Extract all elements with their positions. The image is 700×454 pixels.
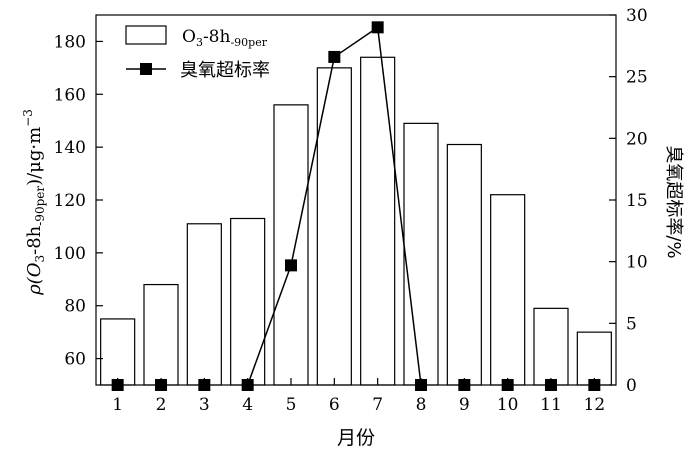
bar — [446, 143, 482, 386]
bar — [273, 104, 309, 386]
line-segment — [376, 27, 422, 386]
right-tick-label: 20 — [626, 129, 648, 149]
x-tick-label: 2 — [156, 395, 167, 415]
x-tick-label: 12 — [584, 395, 606, 415]
left-axis-title: ρ(O3-8h-90per)/μg·m−3 — [21, 109, 47, 296]
right-axis: 0 5 10 15 20 25 30 — [609, 6, 648, 396]
bar — [403, 122, 439, 386]
x-tick-label: 4 — [242, 395, 253, 415]
left-tick-label: 180 — [54, 32, 86, 52]
x-tick-label: 11 — [540, 395, 562, 415]
x-tick-label: 9 — [459, 395, 470, 415]
x-tick-label: 7 — [372, 395, 383, 415]
left-axis: 60 80 100 120 140 160 180 — [54, 32, 103, 370]
line-segment — [290, 56, 336, 266]
left-tick-label: 120 — [54, 191, 86, 211]
right-tick-label: 25 — [626, 68, 648, 88]
bar — [186, 223, 222, 386]
line-point — [371, 21, 384, 34]
bar — [230, 217, 266, 386]
x-axis: 1 2 3 4 5 6 7 8 9 10 11 12 — [112, 378, 605, 415]
bar — [100, 318, 136, 386]
right-tick-label: 30 — [626, 6, 648, 26]
line-point — [328, 50, 341, 63]
bar-series — [100, 56, 612, 386]
legend: O3-8h-90per 臭氧超标率 — [125, 25, 270, 81]
x-tick-label: 8 — [416, 395, 427, 415]
bar — [360, 56, 396, 386]
x-axis-title: 月份 — [337, 427, 375, 449]
left-tick-label: 60 — [64, 350, 86, 370]
bar — [143, 283, 179, 386]
x-tick-label: 3 — [199, 395, 210, 415]
x-tick-label: 1 — [112, 395, 123, 415]
bar — [533, 307, 569, 386]
right-tick-label: 10 — [626, 253, 648, 273]
legend-bar-label: O3-8h-90per — [182, 27, 268, 49]
left-tick-label: 140 — [54, 138, 86, 158]
right-axis-title: 臭氧超标率/% — [663, 145, 684, 258]
legend-bar-swatch — [125, 25, 167, 45]
x-tick-label: 10 — [497, 395, 519, 415]
legend-line-label: 臭氧超标率 — [180, 60, 270, 81]
right-tick-label: 5 — [626, 314, 637, 334]
left-tick-label: 100 — [54, 244, 86, 264]
left-tick-label: 160 — [54, 85, 86, 105]
x-tick-label: 6 — [329, 395, 340, 415]
line-segment — [246, 265, 292, 386]
bar — [576, 331, 612, 386]
legend-line-marker — [140, 63, 152, 75]
right-tick-label: 0 — [626, 376, 637, 396]
right-tick-label: 15 — [626, 191, 648, 211]
bar — [316, 67, 352, 386]
x-tick-label: 5 — [286, 395, 297, 415]
bar — [490, 194, 526, 386]
line-segment — [333, 26, 379, 58]
line-point — [285, 259, 297, 272]
left-tick-label: 80 — [64, 297, 86, 317]
